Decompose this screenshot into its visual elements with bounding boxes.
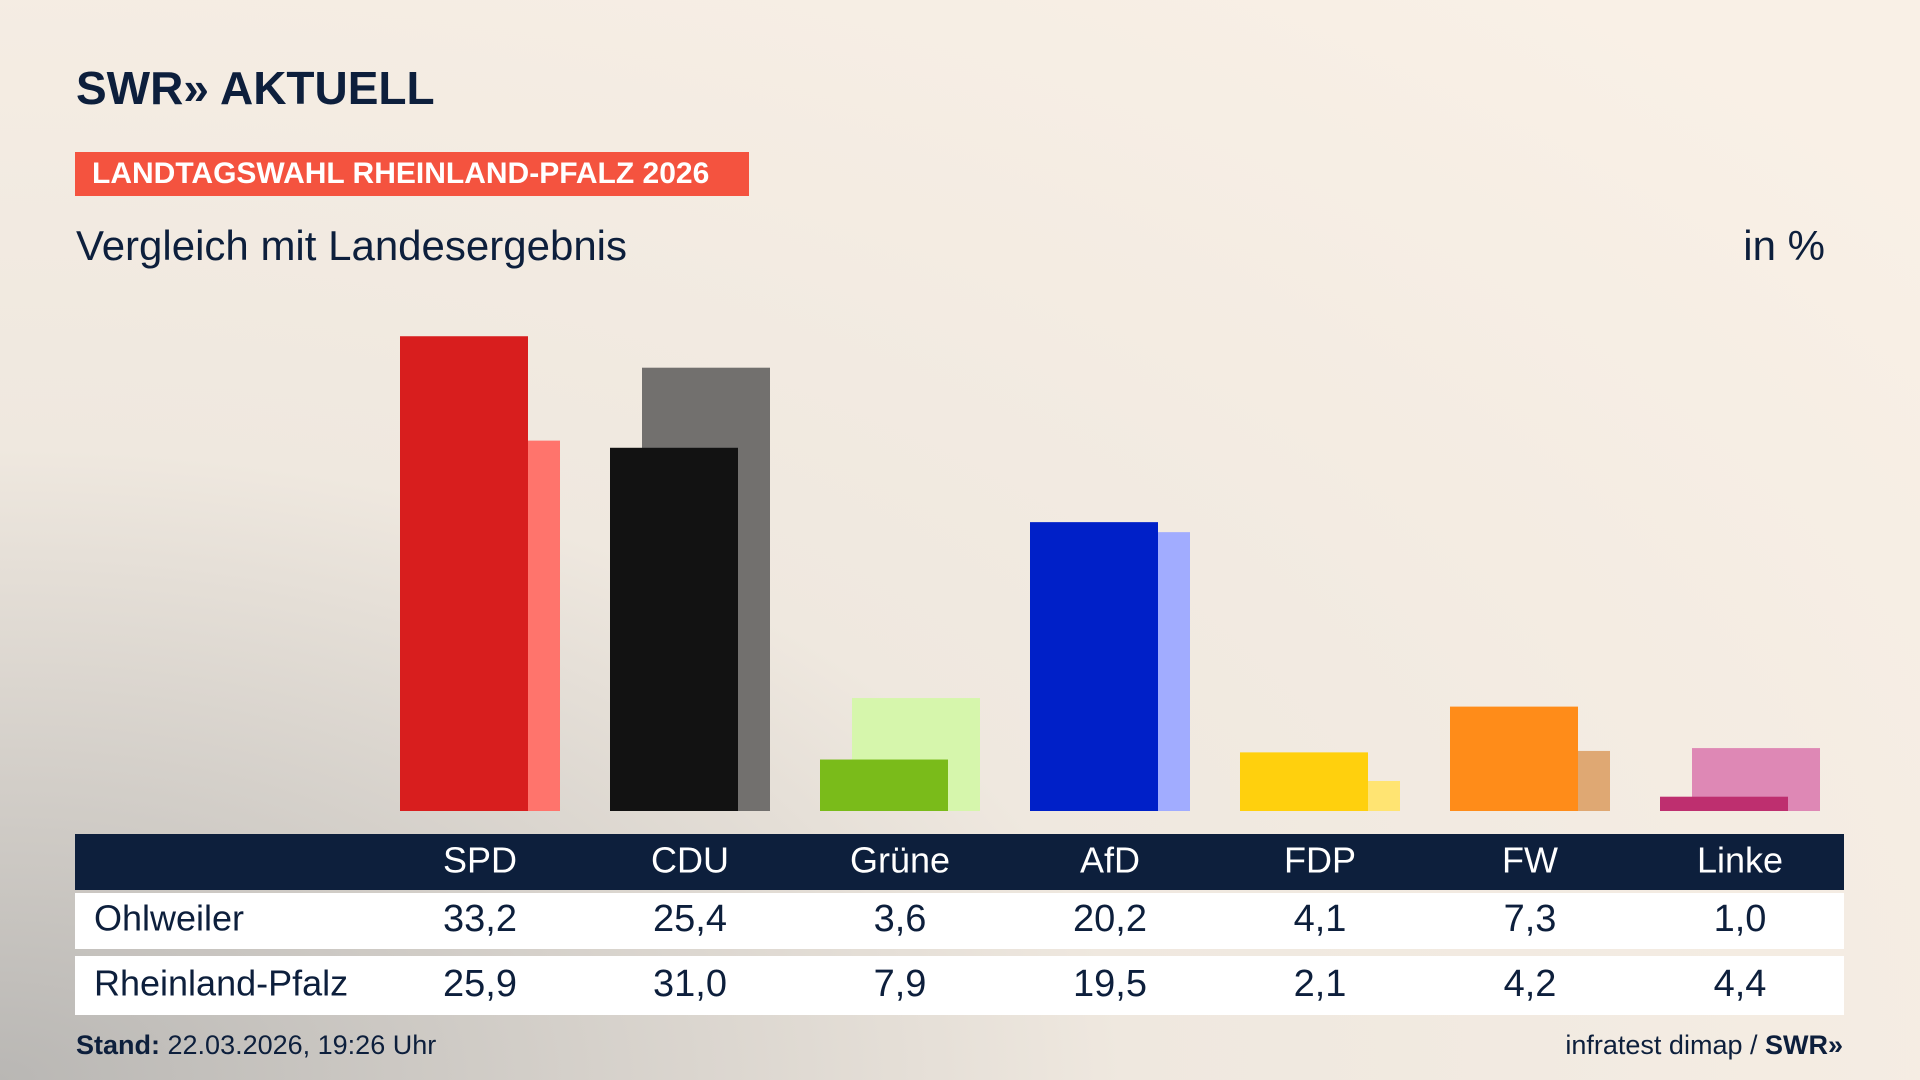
value-label: 3,6 bbox=[874, 898, 927, 940]
bar bbox=[400, 336, 528, 811]
footer-source: infratest dimap / SWR» bbox=[1565, 1030, 1843, 1060]
value-label: 2,1 bbox=[1294, 963, 1347, 1005]
bar bbox=[1240, 752, 1368, 811]
logo: SWR» AKTUELL bbox=[76, 62, 435, 114]
bar bbox=[610, 447, 738, 811]
source-brand: SWR» bbox=[1765, 1030, 1843, 1060]
footer-stand: Stand: 22.03.2026, 19:26 Uhr bbox=[76, 1030, 436, 1060]
bars bbox=[400, 336, 1820, 811]
category-label: Linke bbox=[1697, 840, 1783, 881]
unit-label: in % bbox=[1743, 222, 1825, 269]
bar bbox=[1660, 796, 1788, 811]
row-label: Rheinland-Pfalz bbox=[94, 963, 348, 1004]
value-label: 25,9 bbox=[443, 963, 517, 1005]
bar bbox=[1030, 522, 1158, 811]
value-label: 1,0 bbox=[1714, 898, 1767, 940]
value-label: 19,5 bbox=[1073, 963, 1147, 1005]
value-label: 4,1 bbox=[1294, 898, 1347, 940]
value-label: 25,4 bbox=[653, 898, 727, 940]
value-label: 7,3 bbox=[1504, 898, 1557, 940]
value-label: 31,0 bbox=[653, 963, 727, 1005]
table: SPD 33,2 25,9 CDU 25,4 31,0 Grüne 3,6 7,9 AfD 20,2… bbox=[94, 840, 1783, 1006]
value-label: 4,2 bbox=[1504, 963, 1557, 1005]
badge-bg bbox=[75, 152, 749, 196]
table-header bbox=[75, 834, 1844, 890]
stand: 22.03.2026, 19:26 Uhr bbox=[168, 1030, 437, 1060]
bar bbox=[820, 759, 948, 811]
category-label: Grüne bbox=[850, 840, 950, 881]
value-label: 20,2 bbox=[1073, 898, 1147, 940]
row-label: Ohlweiler bbox=[94, 898, 244, 939]
category-label: FW bbox=[1502, 840, 1558, 881]
table-row bbox=[75, 893, 1844, 949]
category-label: CDU bbox=[651, 840, 729, 881]
table-row bbox=[75, 956, 1844, 1015]
chart-title: Vergleich mit Landesergebnis bbox=[76, 222, 627, 269]
value-label: 33,2 bbox=[443, 898, 517, 940]
badge: LANDTAGSWAHL RHEINLAND-PFALZ 2026 bbox=[92, 157, 709, 190]
value-label: 4,4 bbox=[1714, 963, 1767, 1005]
value-label: 7,9 bbox=[874, 963, 927, 1005]
category-label: AfD bbox=[1080, 840, 1140, 881]
category-label: FDP bbox=[1284, 840, 1356, 881]
bar bbox=[1450, 706, 1578, 811]
stand-label: Stand: bbox=[76, 1030, 160, 1060]
category-label: SPD bbox=[443, 840, 517, 881]
source: infratest dimap / bbox=[1565, 1030, 1765, 1060]
